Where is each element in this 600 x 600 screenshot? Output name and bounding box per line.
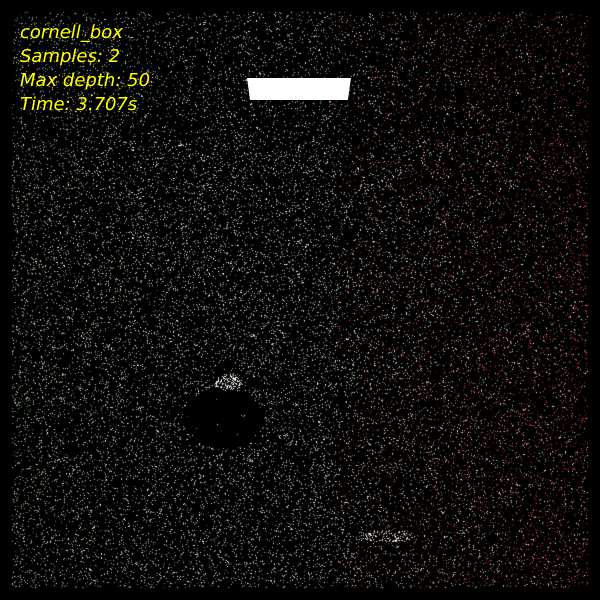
render-time-label: Time: 3.707s [20, 94, 138, 115]
samples-label: Samples: 2 [20, 46, 121, 67]
max-depth-label: Max depth: 50 [20, 70, 151, 91]
stats-overlay: cornell_box Samples: 2 Max depth: 50 Tim… [20, 21, 150, 117]
ceiling-area-light [247, 78, 351, 100]
scene-name-label: cornell_box [20, 22, 123, 43]
